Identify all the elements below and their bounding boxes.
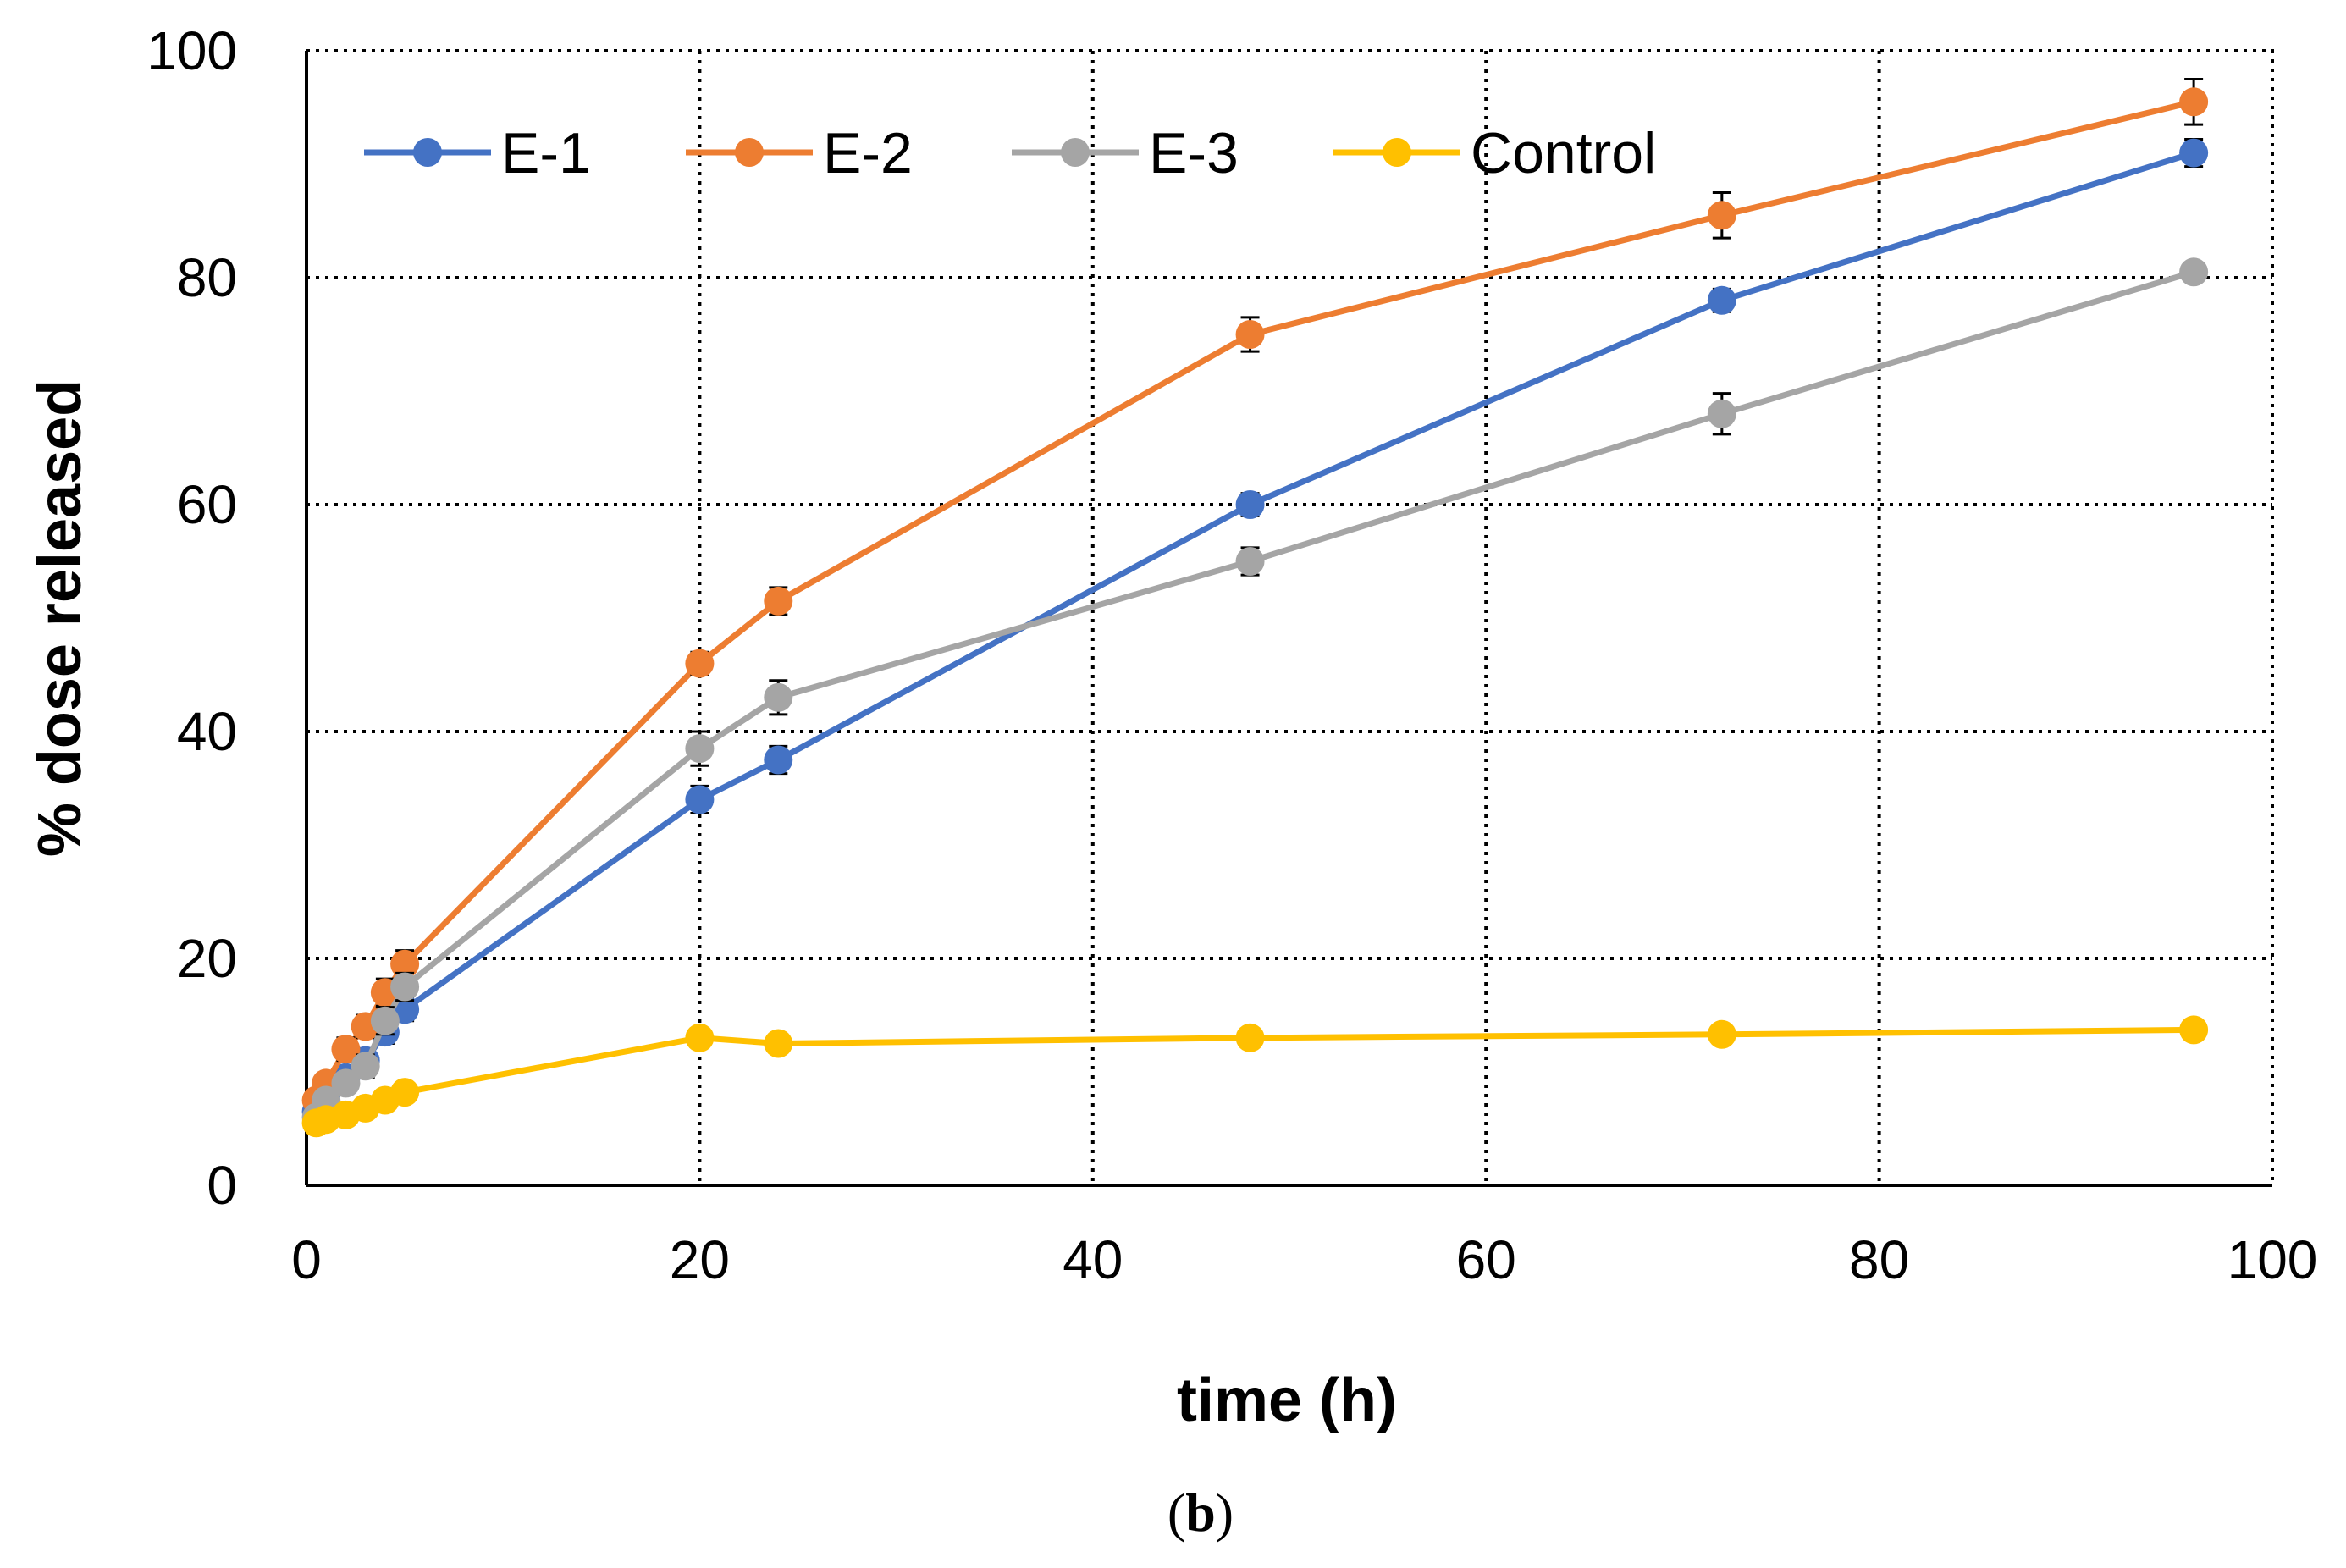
x-tick-label: 80 (1849, 1229, 1909, 1290)
legend-label-e-1: E-1 (501, 121, 591, 185)
x-tick-label: 60 (1456, 1229, 1516, 1290)
y-tick-label: 40 (177, 701, 237, 762)
series-e-3 (301, 257, 2209, 1132)
data-point-control (1707, 1019, 1736, 1049)
data-point-e-3 (764, 682, 793, 712)
data-point-e-1 (685, 785, 715, 814)
legend-label-control: Control (1471, 121, 1656, 185)
panel-label-open: ( (1167, 1482, 1185, 1543)
data-point-e-1 (764, 745, 793, 775)
data-point-e-2 (331, 1035, 361, 1064)
panel-label: (b) (1167, 1482, 1234, 1543)
series-line-e-1 (313, 150, 2195, 1113)
series-layer (301, 78, 2209, 1138)
data-point-e-3 (390, 972, 420, 1002)
data-point-e-3 (685, 734, 715, 764)
data-point-e-2 (2179, 87, 2209, 117)
y-tick-label: 0 (207, 1155, 237, 1216)
data-point-e-2 (1235, 320, 1265, 349)
panel-label-letter: b (1185, 1482, 1216, 1543)
series-line-e-3 (313, 268, 2195, 1119)
x-axis-title: time (h) (1177, 1366, 1397, 1434)
series-control (301, 1015, 2209, 1138)
x-tick-labels: 0 20 40 60 80 100 (291, 1229, 2317, 1290)
axes (305, 51, 2272, 1187)
data-point-e-3 (331, 1068, 361, 1098)
legend: E-1 E-2 E-3 Control (364, 121, 1656, 185)
data-point-e-2 (764, 586, 793, 616)
data-point-e-1 (1707, 285, 1736, 315)
data-point-control (764, 1029, 793, 1058)
legend-swatch-marker-control (1383, 138, 1411, 167)
series-line-e-2 (313, 98, 2194, 1102)
data-point-control (685, 1023, 715, 1052)
y-tick-label: 80 (177, 247, 237, 308)
y-tick-label: 100 (146, 20, 237, 81)
y-tick-label: 20 (177, 928, 237, 989)
data-point-e-3 (2179, 257, 2209, 287)
panel-label-close: ) (1216, 1482, 1234, 1543)
data-point-e-3 (1235, 547, 1265, 576)
data-point-e-1 (1235, 490, 1265, 519)
data-point-control (2179, 1015, 2209, 1045)
series-e-1 (301, 138, 2209, 1126)
data-point-e-3 (351, 1052, 380, 1081)
data-point-e-1 (2179, 138, 2209, 168)
data-point-e-2 (685, 649, 715, 678)
legend-swatch-marker-e-3 (1061, 138, 1090, 167)
y-tick-label: 60 (177, 474, 237, 535)
y-axis-title: % dose released (26, 379, 94, 857)
legend-label-e-3: E-3 (1149, 121, 1239, 185)
x-tick-label: 20 (670, 1229, 730, 1290)
data-point-e-2 (390, 949, 420, 979)
data-point-e-2 (1707, 201, 1736, 230)
data-point-e-3 (1707, 399, 1736, 428)
x-tick-label: 0 (291, 1229, 322, 1290)
legend-label-e-2: E-2 (823, 121, 913, 185)
x-tick-label: 40 (1063, 1229, 1123, 1290)
x-tick-label: 100 (2227, 1229, 2318, 1290)
data-point-control (1235, 1023, 1265, 1052)
data-point-e-3 (370, 1006, 400, 1035)
data-point-control (390, 1078, 420, 1107)
legend-swatch-marker-e-2 (735, 138, 764, 167)
plot-frame (305, 49, 2274, 1187)
legend-swatch-marker-e-1 (413, 138, 442, 167)
y-tick-labels: 0 20 40 60 80 100 (146, 20, 237, 1216)
